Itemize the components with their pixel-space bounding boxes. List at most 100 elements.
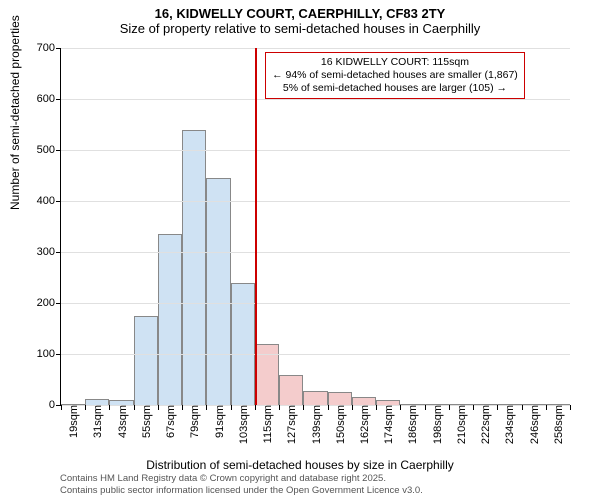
title-line1: 16, KIDWELLY COURT, CAERPHILLY, CF83 2TY	[0, 6, 600, 21]
callout-box: 16 KIDWELLY COURT: 115sqm← 94% of semi-d…	[265, 52, 525, 99]
xtick-label: 222sqm	[478, 405, 492, 444]
bar	[231, 283, 255, 405]
bar	[328, 392, 352, 405]
xtick-mark	[134, 405, 135, 410]
bar	[206, 178, 230, 405]
ytick-label: 100	[37, 348, 61, 360]
xtick-mark	[279, 405, 280, 410]
bar-slot	[158, 48, 182, 405]
xtick-label: 55sqm	[139, 405, 153, 438]
gridline	[61, 252, 570, 253]
bar-slot	[134, 48, 158, 405]
chart-title-block: 16, KIDWELLY COURT, CAERPHILLY, CF83 2TY…	[0, 0, 600, 36]
xtick-mark	[206, 405, 207, 410]
ytick-label: 700	[37, 42, 61, 54]
xtick-label: 139sqm	[309, 405, 323, 444]
bar-slot	[473, 48, 497, 405]
footer-line1: Contains HM Land Registry data © Crown c…	[60, 473, 580, 484]
bar-slot	[303, 48, 327, 405]
bar-slot	[376, 48, 400, 405]
gridline	[61, 48, 570, 49]
callout-line1: 16 KIDWELLY COURT: 115sqm	[272, 56, 518, 69]
ytick-label: 600	[37, 93, 61, 105]
bar-slot	[182, 48, 206, 405]
xtick-mark	[85, 405, 86, 410]
gridline	[61, 201, 570, 202]
bar-slot	[279, 48, 303, 405]
xtick-label: 31sqm	[90, 405, 104, 438]
bar	[158, 234, 182, 405]
y-axis-title: Number of semi-detached properties	[8, 15, 22, 210]
callout-line2: ← 94% of semi-detached houses are smalle…	[272, 69, 518, 82]
gridline	[61, 354, 570, 355]
plot-region: 010020030040050060070019sqm31sqm43sqm55s…	[60, 48, 570, 406]
bar-slot	[425, 48, 449, 405]
bar-slot	[109, 48, 133, 405]
bar-slot	[255, 48, 279, 405]
chart-area: 010020030040050060070019sqm31sqm43sqm55s…	[60, 48, 570, 428]
xtick-mark	[158, 405, 159, 410]
xtick-mark	[522, 405, 523, 410]
bar	[352, 397, 376, 405]
xtick-label: 115sqm	[260, 405, 274, 443]
ytick-label: 300	[37, 246, 61, 258]
xtick-label: 67sqm	[163, 405, 177, 438]
xtick-mark	[473, 405, 474, 410]
xtick-label: 91sqm	[212, 405, 226, 438]
bar-slot	[497, 48, 521, 405]
ytick-label: 500	[37, 144, 61, 156]
bar	[134, 316, 158, 405]
xtick-label: 127sqm	[284, 405, 298, 444]
marker-line	[255, 48, 257, 405]
bar-slot	[449, 48, 473, 405]
bar-slot	[400, 48, 424, 405]
bar-slot	[546, 48, 570, 405]
ytick-label: 200	[37, 297, 61, 309]
title-line2: Size of property relative to semi-detach…	[0, 21, 600, 36]
x-axis-title: Distribution of semi-detached houses by …	[0, 458, 600, 472]
xtick-label: 150sqm	[333, 405, 347, 444]
xtick-mark	[255, 405, 256, 410]
xtick-label: 174sqm	[381, 405, 395, 444]
xtick-mark	[497, 405, 498, 410]
xtick-mark	[352, 405, 353, 410]
xtick-label: 162sqm	[357, 405, 371, 444]
bar	[255, 344, 279, 405]
bar	[182, 130, 206, 405]
bar-slot	[521, 48, 545, 405]
xtick-mark	[109, 405, 110, 410]
ytick-label: 400	[37, 195, 61, 207]
xtick-mark	[400, 405, 401, 410]
callout-line3: 5% of semi-detached houses are larger (1…	[272, 82, 518, 95]
xtick-mark	[303, 405, 304, 410]
xtick-label: 186sqm	[405, 405, 419, 444]
xtick-mark	[376, 405, 377, 410]
xtick-label: 43sqm	[115, 405, 129, 438]
xtick-label: 79sqm	[187, 405, 201, 438]
xtick-mark	[570, 405, 571, 410]
bar-slot	[61, 48, 85, 405]
bar-slot	[352, 48, 376, 405]
bar-slot	[328, 48, 352, 405]
xtick-mark	[449, 405, 450, 410]
footer: Contains HM Land Registry data © Crown c…	[60, 473, 580, 496]
xtick-label: 19sqm	[66, 405, 80, 438]
xtick-mark	[328, 405, 329, 410]
xtick-label: 198sqm	[430, 405, 444, 444]
xtick-label: 103sqm	[236, 405, 250, 444]
xtick-label: 210sqm	[454, 405, 468, 444]
bar-slot	[85, 48, 109, 405]
xtick-mark	[231, 405, 232, 410]
bars-container	[61, 48, 570, 405]
xtick-mark	[425, 405, 426, 410]
bar	[279, 375, 303, 405]
xtick-label: 258sqm	[551, 405, 565, 444]
xtick-label: 234sqm	[502, 405, 516, 444]
xtick-label: 246sqm	[527, 405, 541, 444]
bar-slot	[231, 48, 255, 405]
xtick-mark	[61, 405, 62, 410]
footer-line2: Contains public sector information licen…	[60, 485, 580, 496]
bar-slot	[206, 48, 230, 405]
xtick-mark	[546, 405, 547, 410]
xtick-mark	[182, 405, 183, 410]
